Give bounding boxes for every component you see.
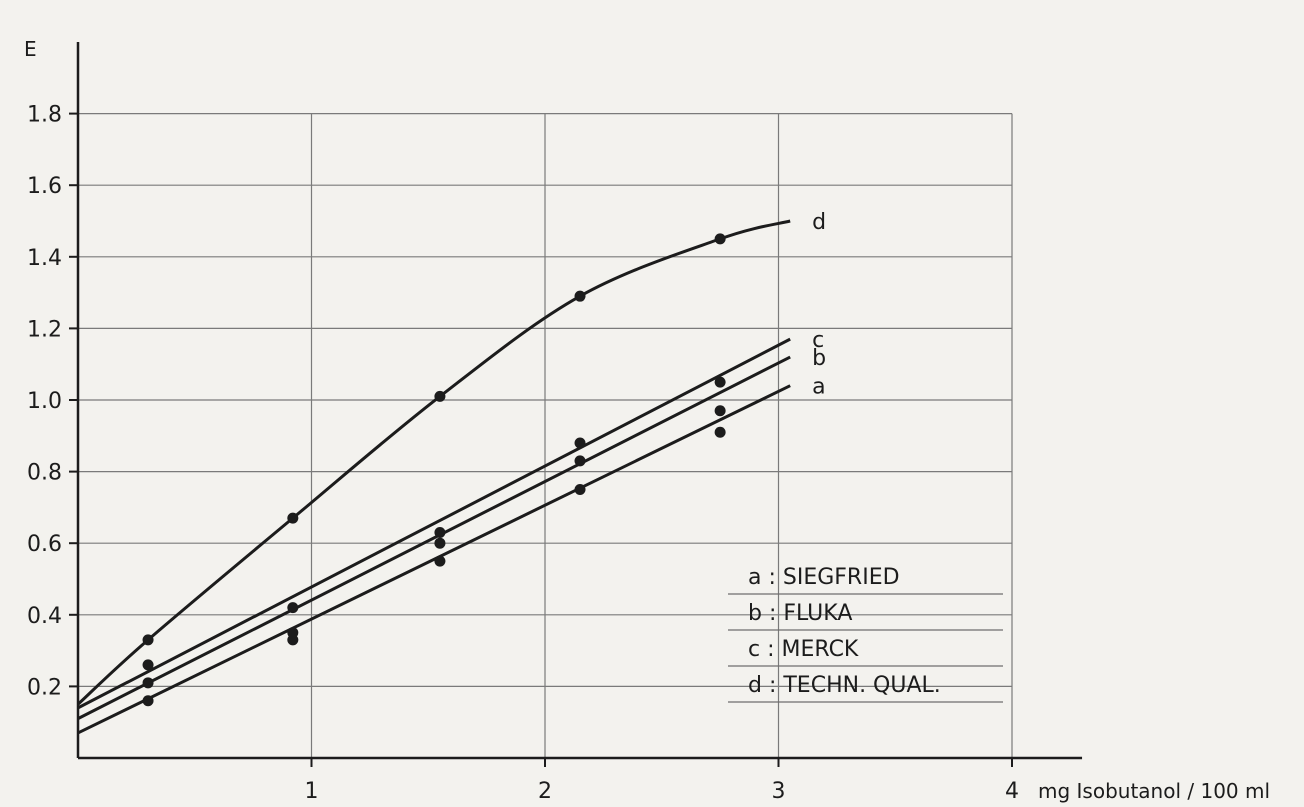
legend-item-a: a : SIEGFRIED bbox=[748, 565, 900, 590]
data-point-b bbox=[434, 537, 446, 549]
data-point-d bbox=[287, 512, 299, 524]
x-tick-label: 4 bbox=[1005, 779, 1019, 804]
series-line-d bbox=[76, 219, 791, 706]
data-point-b bbox=[714, 405, 726, 417]
data-point-b bbox=[142, 677, 154, 689]
y-tick-label: 0.8 bbox=[27, 461, 62, 486]
y-tick-label: 0.2 bbox=[27, 675, 62, 700]
series-line-c bbox=[77, 337, 791, 710]
data-point-a bbox=[574, 484, 586, 495]
legend-item-c: c : MERCK bbox=[748, 637, 859, 662]
data-point-a bbox=[142, 695, 154, 707]
legend: a : SIEGFRIED b : FLUKA c : MERCK d : TECHN… bbox=[728, 565, 1003, 703]
series-label-c: c bbox=[812, 328, 824, 353]
data-point-d bbox=[142, 634, 154, 646]
y-tick-label: 1.6 bbox=[27, 174, 62, 199]
y-axis-title: E bbox=[24, 37, 37, 61]
data-point-c bbox=[287, 602, 299, 614]
data-point-c bbox=[434, 526, 446, 538]
y-tick-label: 1.4 bbox=[27, 246, 62, 271]
series-line-a bbox=[77, 384, 791, 735]
data-point-c bbox=[142, 659, 154, 671]
y-tick-label: 1.2 bbox=[27, 317, 62, 342]
x-tick-label: 1 bbox=[305, 779, 319, 804]
data-point-c bbox=[714, 376, 726, 388]
data-point-d bbox=[434, 390, 446, 402]
x-axis-title: mg Isobutanol / 100 ml bbox=[1038, 779, 1270, 803]
y-tick-label: 0.4 bbox=[27, 604, 62, 629]
tick-labels: 0.2 0.4 0.6 0.8 1.0 1.2 1.4 1.6 1.8 1 2 3 4 bbox=[27, 103, 1019, 804]
data-point-b bbox=[574, 455, 586, 467]
data-point-c bbox=[574, 437, 586, 449]
series-label-d: d bbox=[812, 210, 826, 235]
y-tick-label: 1.0 bbox=[27, 389, 62, 414]
data-point-d bbox=[574, 290, 586, 302]
y-tick-label: 1.8 bbox=[27, 103, 62, 128]
data-point-b bbox=[287, 627, 299, 639]
data-point-a bbox=[434, 555, 446, 567]
grid bbox=[78, 112, 1013, 758]
x-tick-label: 2 bbox=[538, 779, 552, 804]
axes bbox=[69, 42, 1083, 767]
data-point-a bbox=[714, 426, 726, 438]
legend-item-b: b : FLUKA bbox=[748, 601, 852, 626]
series-label-a: a bbox=[812, 375, 825, 400]
series-label-b: b bbox=[812, 346, 826, 371]
legend-item-d: d : TECHN. QUAL. bbox=[748, 673, 941, 698]
series-group: abc d bbox=[76, 210, 826, 735]
x-tick-label: 3 bbox=[772, 779, 786, 804]
y-tick-label: 0.6 bbox=[27, 532, 62, 557]
series-line-b bbox=[77, 355, 791, 720]
data-point-d bbox=[714, 233, 726, 245]
